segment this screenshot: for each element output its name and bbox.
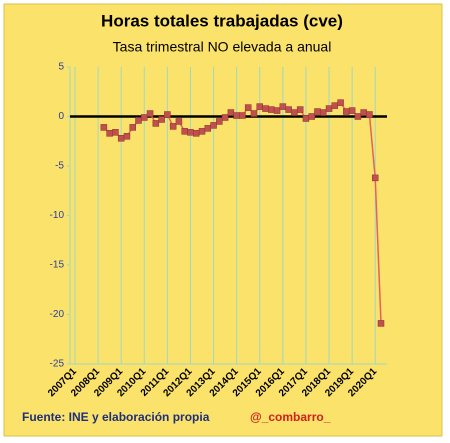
data-point xyxy=(320,109,327,116)
data-point xyxy=(129,124,136,131)
data-point xyxy=(169,123,177,130)
data-point xyxy=(331,102,339,109)
data-point xyxy=(210,122,217,129)
data-point xyxy=(279,103,287,110)
y-tick-label: -5 xyxy=(55,161,64,172)
y-tick-label: 0 xyxy=(58,111,64,122)
data-point xyxy=(158,116,165,123)
data-point xyxy=(152,120,160,127)
data-point xyxy=(371,174,379,182)
data-point xyxy=(187,129,194,136)
y-tick-label: -25 xyxy=(50,359,65,370)
data-point xyxy=(216,118,223,125)
data-point xyxy=(250,110,258,117)
footer-author: @_combarro_ xyxy=(250,410,331,424)
chart-subtitle: Tasa trimestral NO elevada a anual xyxy=(113,39,332,55)
y-tick-label: -15 xyxy=(50,260,65,271)
data-point xyxy=(192,130,200,137)
data-point xyxy=(256,103,264,110)
data-point xyxy=(296,106,304,113)
data-point xyxy=(117,135,125,142)
data-point xyxy=(239,112,246,119)
data-point xyxy=(204,125,212,132)
data-point xyxy=(146,110,154,117)
y-tick-label: -20 xyxy=(50,309,65,320)
data-point xyxy=(314,108,321,115)
data-point xyxy=(291,109,298,116)
footer-source: Fuente: INE y elaboración propia xyxy=(22,410,210,424)
y-tick-label: -10 xyxy=(50,210,65,221)
data-point xyxy=(233,112,240,119)
data-point xyxy=(325,105,333,112)
data-point xyxy=(354,113,362,120)
data-point xyxy=(244,104,252,111)
data-point xyxy=(285,106,292,113)
data-point xyxy=(100,124,108,131)
data-point xyxy=(268,106,275,113)
data-point xyxy=(106,130,113,137)
data-point xyxy=(262,105,269,112)
data-point xyxy=(377,320,385,327)
data-point xyxy=(308,113,315,120)
y-tick-label: 5 xyxy=(58,62,64,73)
data-point xyxy=(337,99,344,106)
data-point xyxy=(175,118,183,125)
data-point xyxy=(112,129,119,136)
data-point xyxy=(164,111,171,118)
data-point xyxy=(141,114,148,121)
data-point xyxy=(123,133,131,140)
data-point xyxy=(302,115,310,122)
data-point xyxy=(343,108,350,115)
data-point xyxy=(273,107,281,114)
chart-title: Horas totales trabajadas (cve) xyxy=(101,11,343,30)
data-point xyxy=(348,107,356,114)
data-point xyxy=(221,114,229,121)
data-point xyxy=(366,111,373,118)
data-point xyxy=(181,128,188,135)
data-point xyxy=(135,117,142,124)
data-point xyxy=(198,128,206,135)
data-point xyxy=(360,109,367,116)
data-point xyxy=(227,109,235,116)
